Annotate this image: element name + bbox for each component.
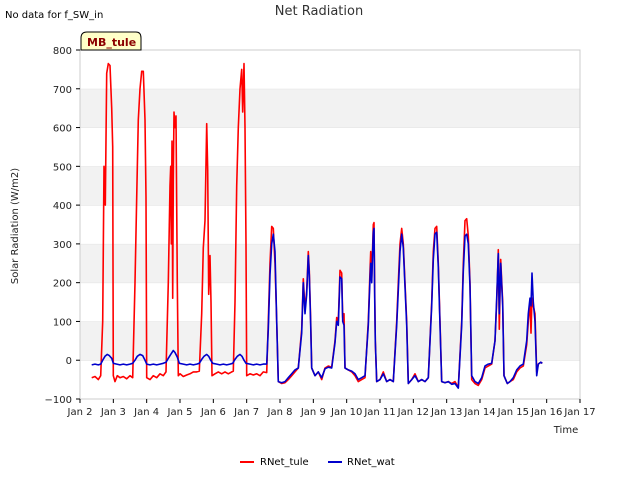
plot-frame xyxy=(79,49,581,400)
grid-band xyxy=(80,243,580,283)
legend-label-rnet-tule: RNet_tule xyxy=(260,457,309,468)
x-tick-label: Jan 4 xyxy=(133,407,159,418)
x-tick-label: Jan 11 xyxy=(363,407,395,418)
grid-band xyxy=(80,88,580,128)
grid-band xyxy=(80,282,580,322)
x-tick-label: Jan 2 xyxy=(67,407,93,418)
legend: RNet_tule RNet_wat xyxy=(240,457,395,468)
site-badge: MB_tule xyxy=(80,31,142,51)
y-axis-ticks: −100 0 100 200 300 400 500 600 700 800 xyxy=(45,46,80,406)
y-tick-label: 700 xyxy=(53,85,72,96)
x-tick-label: Jan 8 xyxy=(267,407,293,418)
no-data-note: No data for f_SW_in xyxy=(5,10,103,21)
x-axis-label: Time xyxy=(553,425,578,436)
x-tick-label: Jan 13 xyxy=(430,407,462,418)
series-layer xyxy=(91,62,543,389)
y-tick-label: 600 xyxy=(53,124,72,135)
grid-band xyxy=(80,166,580,206)
x-tick-label: Jan 17 xyxy=(563,407,595,418)
x-tick-label: Jan 9 xyxy=(300,407,326,418)
series-line-rnet-wat xyxy=(91,227,543,389)
x-tick-label: Jan 16 xyxy=(530,407,562,418)
grid-band xyxy=(80,321,580,361)
grid-band xyxy=(80,50,580,89)
x-axis-ticks: Jan 2 Jan 3 Jan 4 Jan 5 Jan 6 Jan 7 Jan 8 Jan 9… xyxy=(67,399,596,418)
y-axis-label: Solar Radiation (W/m2) xyxy=(10,168,21,284)
y-tick-label: 200 xyxy=(53,279,72,290)
y-tick-label: 400 xyxy=(53,201,72,212)
x-tick-label: Jan 3 xyxy=(100,407,126,418)
x-tick-label: Jan 15 xyxy=(497,407,529,418)
y-tick-label: 500 xyxy=(53,162,72,173)
grid-band xyxy=(80,127,580,167)
chart-title: Net Radiation xyxy=(275,4,363,19)
y-tick-label: 100 xyxy=(53,317,72,328)
grid-bands xyxy=(80,49,580,399)
site-badge-label: MB_tule xyxy=(87,36,136,49)
grid-band xyxy=(80,205,580,244)
y-tick-label: 800 xyxy=(53,46,72,57)
x-tick-label: Jan 14 xyxy=(463,407,495,418)
x-tick-label: Jan 12 xyxy=(397,407,429,418)
x-tick-label: Jan 10 xyxy=(330,407,362,418)
y-tick-label: 0 xyxy=(66,356,72,367)
x-tick-label: Jan 6 xyxy=(200,407,226,418)
y-tick-label: 300 xyxy=(53,240,72,251)
x-tick-label: Jan 5 xyxy=(167,407,193,418)
x-tick-label: Jan 7 xyxy=(233,407,259,418)
y-tick-label: −100 xyxy=(45,395,72,406)
legend-label-rnet-wat: RNet_wat xyxy=(347,457,395,468)
